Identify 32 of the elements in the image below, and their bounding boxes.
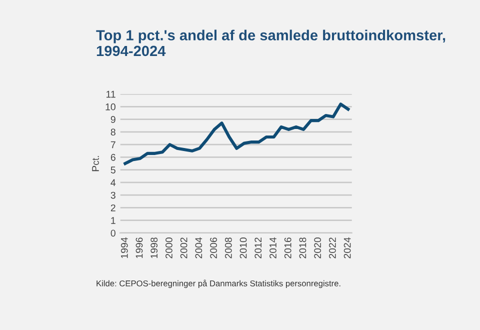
y-tick-label: 5 [110,166,116,174]
x-tick-label: 1996 [136,238,143,258]
y-axis-title: Pct. [92,156,99,172]
x-tick-label: 2014 [270,237,276,258]
x-tick-label: 2016 [284,238,292,258]
x-tick-label: 2002 [180,238,188,258]
x-tick-label: 2010 [240,238,247,258]
y-tick-label: 0 [110,230,116,237]
y-tick-label: 1 [111,217,116,224]
x-tick-label: 2008 [224,238,232,258]
y-tick-label: 9 [110,116,116,123]
chart-title: Top 1 pct.'s andel af de samlede bruttoindkomster, 1994-2024 [96,30,446,56]
x-tick-label: 1994 [120,237,128,258]
text: Kilde: CEPOS-beregninger på Danmarks Statistiks personregistre. [96,280,340,288]
x-tick-label: 2006 [210,238,217,258]
y-tick-label: 7 [110,141,116,148]
x-tick-label: 2024 [344,237,351,258]
y-tick-label: 6 [110,154,116,161]
y-tick-label: 10 [106,103,116,110]
y-tick-label: 3 [110,192,116,199]
x-tick-label: 2004 [195,237,202,258]
y-tick-label: 11 [106,90,116,98]
x-tick-label: 2000 [166,238,172,258]
x-tick-label: 2012 [254,238,262,258]
x-tick-label: 2020 [314,238,322,258]
x-tick-label: 2018 [299,238,306,258]
x-tick-label: 2022 [328,238,336,258]
line-series [124,102,350,166]
y-tick-label: 2 [110,204,116,212]
x-tick-label: 1998 [150,238,158,258]
y-tick-label: 4 [110,179,116,186]
y-tick-label: 8 [110,128,116,136]
